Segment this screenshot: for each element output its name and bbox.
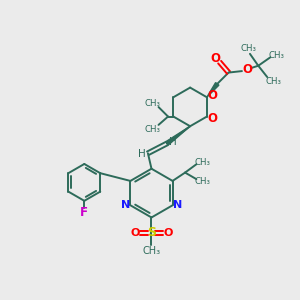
Text: CH₃: CH₃ — [241, 44, 257, 53]
Text: CH₃: CH₃ — [195, 177, 211, 186]
Text: CH₃: CH₃ — [268, 51, 284, 60]
Polygon shape — [207, 82, 219, 97]
Text: N: N — [121, 200, 130, 210]
Text: O: O — [130, 228, 140, 238]
Text: F: F — [80, 206, 88, 219]
Text: N: N — [173, 200, 182, 210]
Text: CH₃: CH₃ — [142, 246, 160, 256]
Text: CH₃: CH₃ — [145, 99, 160, 108]
Polygon shape — [166, 126, 190, 145]
Text: CH₃: CH₃ — [195, 158, 211, 167]
Text: O: O — [211, 52, 220, 64]
Text: O: O — [242, 63, 252, 76]
Text: CH₃: CH₃ — [265, 77, 281, 86]
Text: O: O — [207, 89, 217, 102]
Text: H: H — [169, 137, 177, 147]
Text: CH₃: CH₃ — [145, 124, 160, 134]
Text: O: O — [163, 228, 172, 238]
Text: S: S — [147, 226, 156, 239]
Text: O: O — [207, 112, 217, 124]
Text: H: H — [138, 149, 146, 160]
